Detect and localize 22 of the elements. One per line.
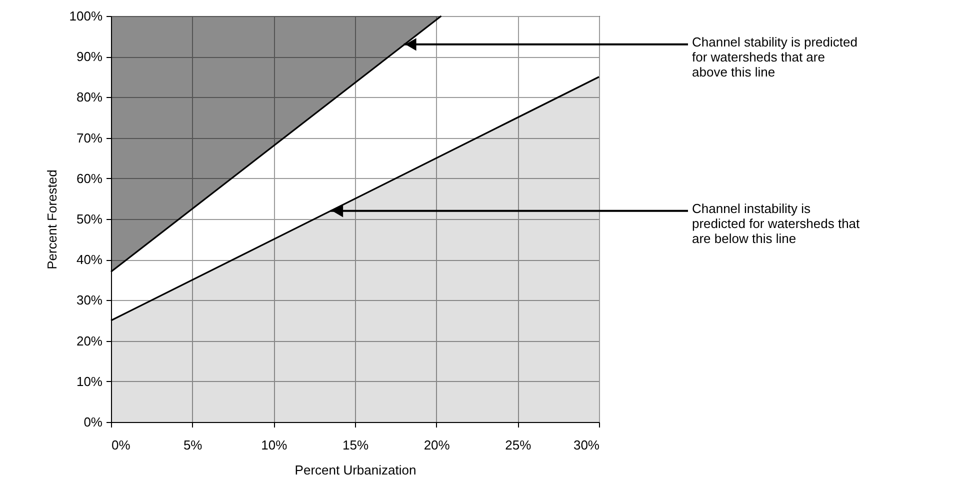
y-tick-label: 30%: [76, 292, 103, 308]
y-tick-label: 50%: [76, 212, 103, 226]
x-axis-title: Percent Urbanization: [294, 462, 416, 478]
y-axis-title: Percent Forested: [44, 170, 60, 270]
y-tick-label: 90%: [76, 49, 103, 64]
y-tick-label: 80%: [76, 90, 103, 105]
annotation: Channel stability is predicted for watersheds that are above this line: [692, 34, 858, 80]
y-tick-label: 100%: [69, 8, 103, 24]
y-tick-label: 70%: [76, 130, 103, 146]
x-tick-label: 30%: [573, 438, 600, 452]
y-tick-label: 0%: [84, 414, 103, 430]
x-tick-label: 10%: [261, 438, 288, 452]
y-tick-label: 60%: [76, 170, 103, 186]
annotation: Channel instability is predicted for watersheds that are below this line: [692, 200, 860, 246]
x-tick-label: 5%: [183, 438, 203, 452]
x-tick-label: 0%: [112, 438, 131, 452]
x-tick-label: 25%: [505, 438, 532, 452]
y-tick-label: 20%: [76, 333, 103, 348]
x-tick-label: 15%: [342, 438, 369, 452]
x-tick-label: 20%: [424, 438, 450, 452]
y-tick-label: 10%: [76, 374, 103, 389]
y-tick-label: 40%: [76, 252, 103, 268]
